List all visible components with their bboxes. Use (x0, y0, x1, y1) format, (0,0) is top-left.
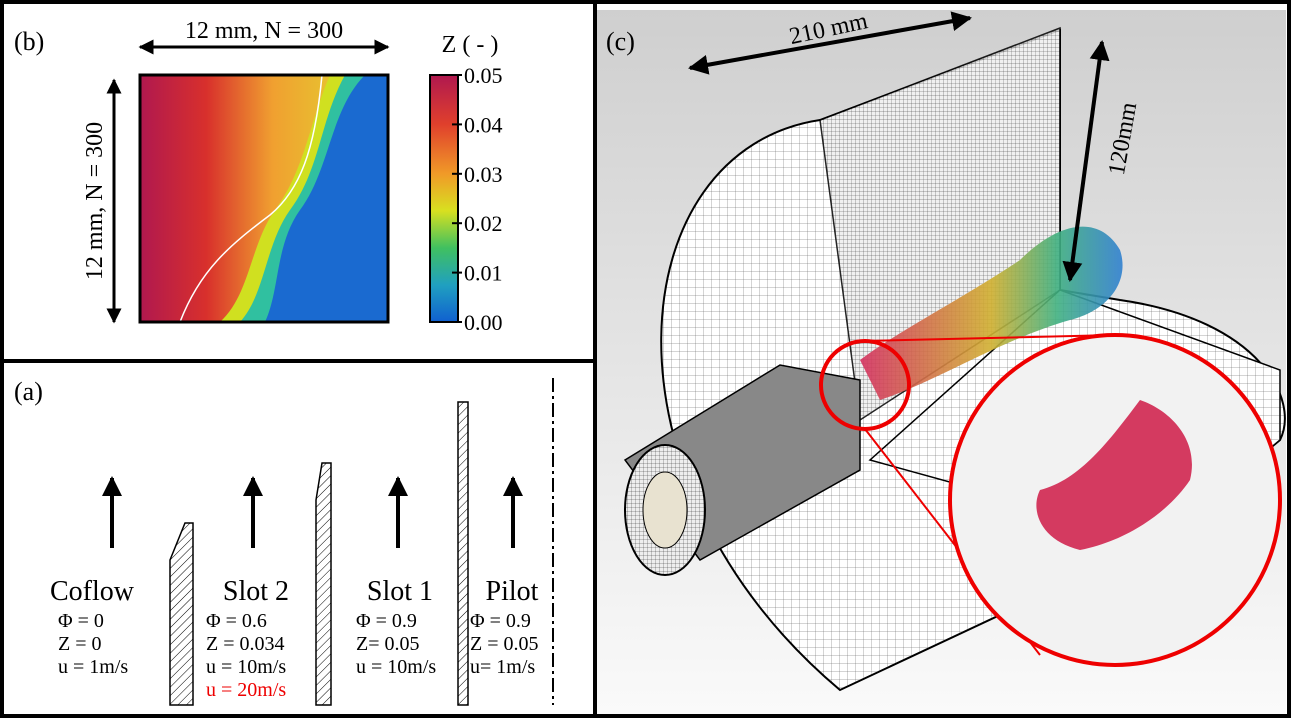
wall (316, 463, 331, 705)
tick-label: 0.02 (464, 211, 503, 236)
tick-label: 0.04 (464, 112, 503, 137)
width-label: 12 mm, N = 300 (185, 18, 343, 44)
burner-face (643, 472, 687, 548)
tick-label: 0.03 (464, 162, 503, 187)
panel-a: (a) Coflow Φ = 0Z = 0u = 1m/s Slot 2 Φ = 0.… (14, 377, 553, 705)
inlet-condition: u= 1m/s (470, 656, 535, 678)
inlet-condition: u = 1m/s (58, 656, 128, 678)
inlet-name: Slot 1 (367, 576, 433, 607)
inlet-name: Slot 2 (223, 576, 289, 607)
figure: (b) 12 mm, N = 300 12 mm, N = 300 Z ( - … (0, 0, 1291, 718)
inlet-condition: Φ = 0.9 (470, 610, 531, 632)
inlet-condition: Z = 0.034 (206, 633, 285, 655)
colorbar (430, 75, 458, 322)
inlet-name: Coflow (50, 576, 135, 607)
inlet-condition: Z = 0.05 (470, 633, 539, 655)
panel-label: (b) (14, 27, 44, 56)
inlet-condition: Z = 0 (58, 633, 102, 655)
inlet-name: Pilot (486, 576, 539, 607)
panel-b: (b) 12 mm, N = 300 12 mm, N = 300 Z ( - … (14, 18, 503, 335)
inlet-condition: Φ = 0.6 (206, 610, 267, 632)
inlet-condition: Z= 0.05 (356, 633, 420, 655)
panel-c: 210 mm 120mm (c) (597, 8, 1286, 715)
height-label: 12 mm, N = 300 (82, 122, 108, 280)
inlet-condition: Φ = 0.9 (356, 610, 417, 632)
tick-label: 0.00 (464, 310, 503, 335)
colorbar-title: Z ( - ) (442, 32, 499, 58)
tick-label: 0.05 (464, 63, 503, 88)
panel-label: (c) (606, 27, 635, 56)
inlet-condition: u = 10m/s (356, 656, 436, 678)
inlet-condition: Φ = 0 (58, 610, 104, 632)
wall (170, 523, 193, 705)
colorbar-ticks: 0.05 0.04 0.03 0.02 0.01 0.00 (452, 63, 503, 335)
inlet-condition: u = 10m/s (206, 656, 286, 678)
panel-label: (a) (14, 377, 43, 406)
wall (458, 402, 468, 705)
inlet-condition: u = 20m/s (206, 679, 286, 701)
tick-label: 0.01 (464, 261, 503, 286)
